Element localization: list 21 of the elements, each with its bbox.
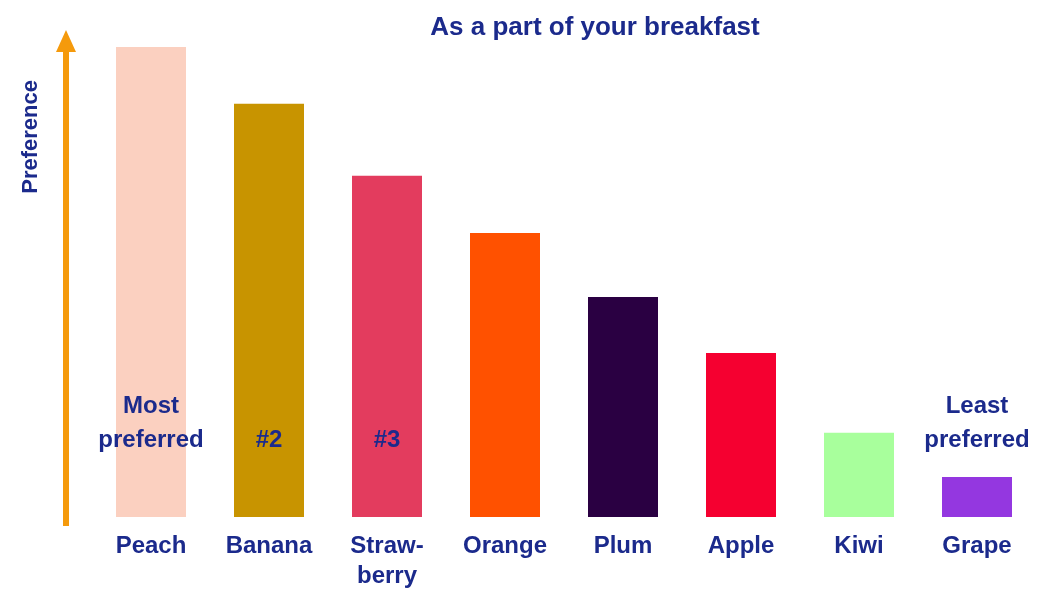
bar xyxy=(470,233,540,517)
x-tick-label: Apple xyxy=(707,530,775,558)
bar xyxy=(942,477,1012,517)
bar xyxy=(352,175,422,517)
x-tick-label: Peach xyxy=(115,530,187,558)
x-tick-label: Grape xyxy=(942,530,1012,558)
annotation: Least preferred xyxy=(924,390,1030,452)
bar xyxy=(824,432,894,517)
bar xyxy=(706,352,776,517)
annotation: Most preferred xyxy=(98,390,204,452)
annotation: #2 xyxy=(255,424,283,452)
x-tick-label: Plum xyxy=(593,530,653,558)
y-axis-title: Preference xyxy=(16,79,42,194)
bar xyxy=(588,297,658,517)
x-tick-label: Orange xyxy=(462,530,548,558)
x-tick-label: Banana xyxy=(225,530,313,558)
x-tick-label: Kiwi xyxy=(834,530,884,558)
x-tick-label: Straw-berry xyxy=(350,530,424,588)
bar xyxy=(234,103,304,517)
annotation: #3 xyxy=(373,424,401,452)
chart-title: As a part of your breakfast xyxy=(430,11,761,41)
